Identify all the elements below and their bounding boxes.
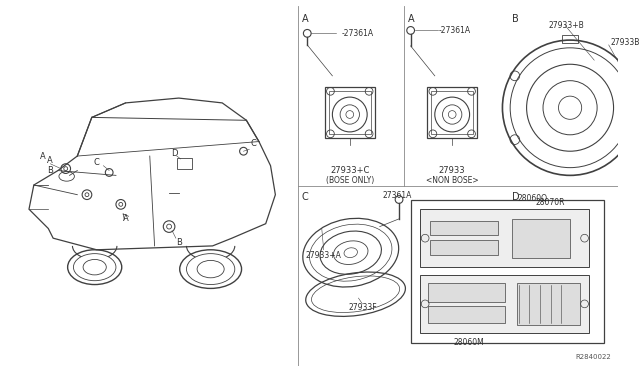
Bar	[177, 158, 192, 169]
Text: 27933+B: 27933+B	[549, 21, 584, 30]
Text: 27933+C: 27933+C	[330, 166, 369, 175]
Text: A: A	[301, 14, 308, 24]
Text: A: A	[123, 214, 129, 223]
Bar	[427, 87, 477, 138]
Bar	[428, 283, 506, 302]
Ellipse shape	[74, 254, 116, 281]
Text: B: B	[47, 166, 53, 175]
Text: -27361A: -27361A	[439, 26, 471, 35]
Bar	[324, 87, 375, 138]
Text: 27933+A: 27933+A	[306, 251, 342, 260]
Text: C: C	[301, 192, 308, 202]
Text: A: A	[40, 151, 45, 161]
Text: B: B	[512, 14, 519, 24]
Text: 27361A: 27361A	[383, 191, 412, 200]
Text: D: D	[512, 192, 520, 202]
Bar	[411, 199, 604, 343]
Text: (BOSE ONLY): (BOSE ONLY)	[326, 176, 374, 185]
Text: R2840022: R2840022	[575, 354, 611, 360]
Bar	[517, 283, 580, 325]
Text: <NON BOSE>: <NON BOSE>	[426, 176, 479, 185]
Text: B: B	[176, 238, 182, 247]
Text: 27933: 27933	[439, 166, 465, 175]
Text: A: A	[408, 14, 414, 24]
Bar	[428, 306, 506, 323]
Text: C: C	[250, 139, 256, 148]
Text: A: A	[47, 156, 53, 166]
Ellipse shape	[186, 254, 235, 285]
Text: 28060M: 28060M	[453, 338, 484, 347]
Bar	[430, 240, 498, 254]
Bar	[430, 221, 498, 235]
Bar	[420, 209, 589, 267]
Text: 27933B: 27933B	[611, 38, 640, 48]
Text: 28060Q: 28060Q	[518, 194, 548, 203]
Text: 27933F: 27933F	[348, 303, 377, 312]
Bar	[512, 219, 570, 257]
Bar	[563, 35, 578, 43]
Text: 28070R: 28070R	[536, 198, 566, 207]
Bar	[420, 275, 589, 333]
Bar	[328, 91, 371, 134]
Text: -27361A: -27361A	[342, 29, 374, 38]
Bar	[431, 91, 474, 134]
Text: D: D	[171, 149, 177, 158]
Text: C: C	[93, 158, 100, 167]
